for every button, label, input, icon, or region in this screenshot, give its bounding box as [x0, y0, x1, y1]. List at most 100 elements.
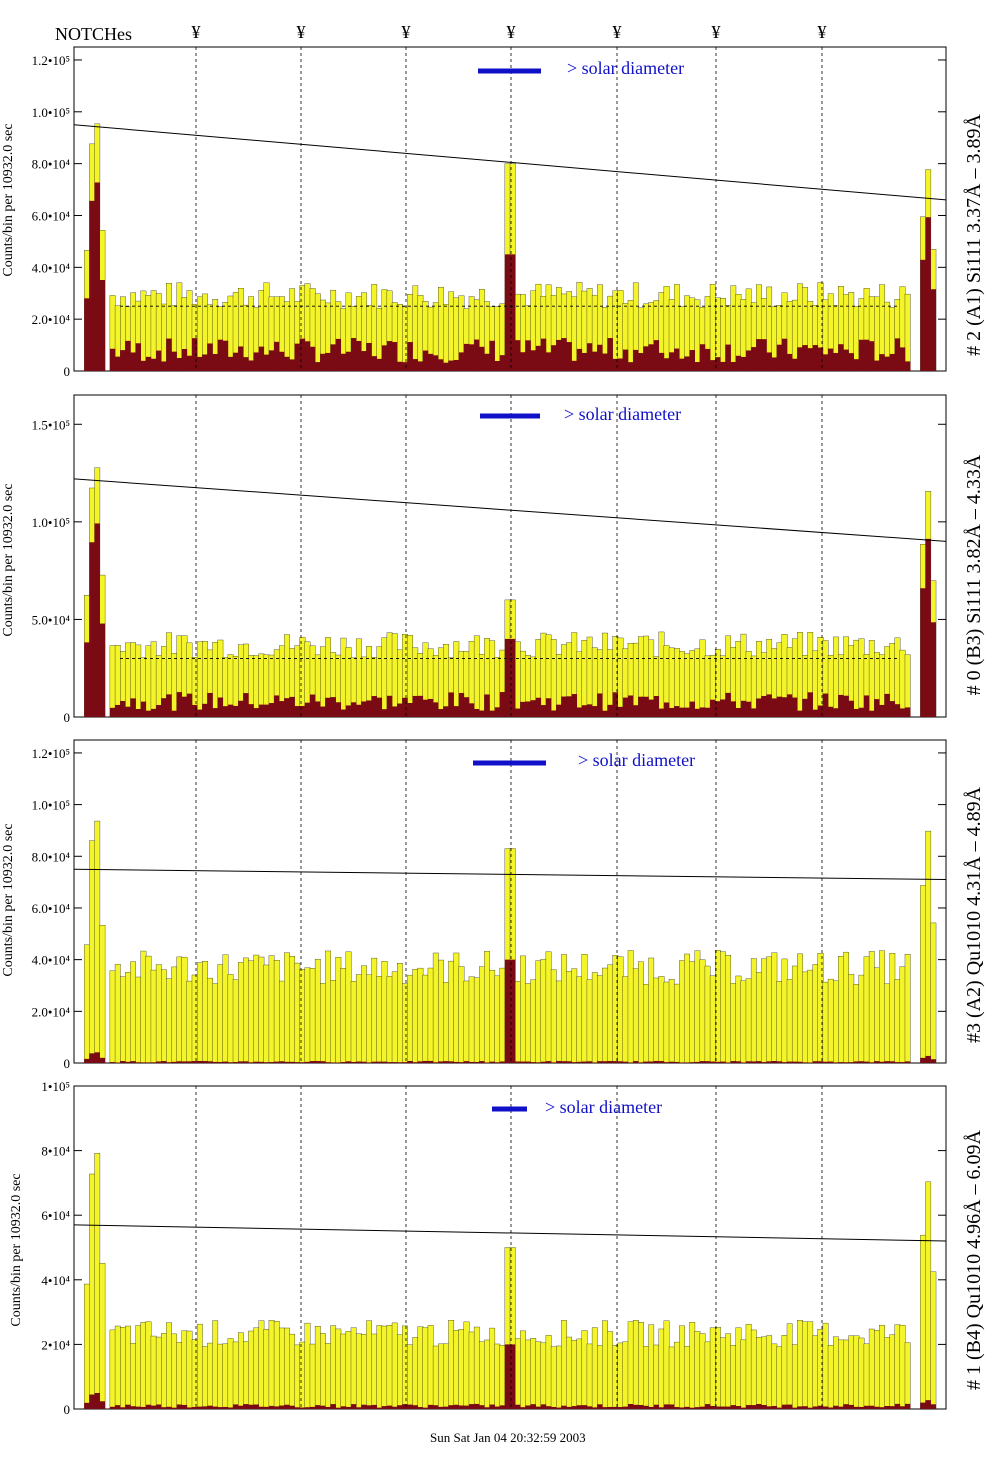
- bar-total: [643, 1346, 649, 1410]
- bar-subset: [689, 1062, 695, 1063]
- bar-total: [125, 642, 131, 718]
- bar-subset: [289, 359, 295, 371]
- bar-total: [345, 951, 352, 1064]
- bar-subset: [586, 1061, 593, 1063]
- bar-subset: [484, 1407, 490, 1409]
- bar-total: [930, 1271, 937, 1410]
- bar-total: [833, 1336, 839, 1410]
- bar-subset: [535, 697, 542, 717]
- bar-subset: [392, 1062, 398, 1063]
- bar-subset: [884, 356, 890, 371]
- y-axis-label: Counts/bin per 10932.0 sec: [9, 1173, 24, 1326]
- bar-total: [694, 648, 701, 718]
- bar-subset: [145, 356, 152, 371]
- bar-total: [140, 950, 147, 1064]
- bar-subset: [504, 638, 511, 717]
- bar-total: [802, 1321, 808, 1410]
- bar-subset: [217, 339, 224, 371]
- bar-total: [202, 1346, 208, 1410]
- bar-subset: [894, 1403, 901, 1409]
- bar-subset: [294, 706, 300, 717]
- bar-total: [458, 1329, 465, 1410]
- bar-subset: [371, 1404, 377, 1409]
- notch-marker: ¥: [712, 22, 721, 42]
- bar-subset: [263, 354, 270, 371]
- bar-subset: [443, 1406, 449, 1409]
- bar-subset: [227, 704, 234, 717]
- bar-subset: [345, 1061, 352, 1063]
- bar-subset: [289, 1061, 295, 1063]
- bar-total: [561, 1320, 567, 1410]
- bar-total: [848, 1335, 855, 1410]
- series-total: [84, 820, 937, 1064]
- bar-subset: [84, 298, 90, 371]
- bar-total: [545, 1335, 552, 1410]
- bar-subset: [833, 708, 839, 717]
- bar-subset: [720, 361, 726, 371]
- bar-total: [166, 978, 172, 1064]
- notch-marker: ¥: [192, 22, 201, 42]
- bar-subset: [433, 1062, 439, 1063]
- bar-subset: [576, 707, 583, 717]
- bar-subset: [99, 1401, 106, 1409]
- bar-subset: [109, 348, 116, 371]
- bar-total: [586, 979, 593, 1064]
- bar-subset: [756, 698, 762, 717]
- bar-subset: [781, 1062, 788, 1063]
- bar-total: [684, 1345, 690, 1410]
- bar-total: [130, 961, 137, 1064]
- bar-subset: [407, 342, 413, 371]
- y-tick-label: 8.0•10⁴: [32, 849, 71, 864]
- bar-subset: [617, 1407, 624, 1409]
- bar-subset: [468, 703, 475, 717]
- bar-total: [294, 962, 301, 1064]
- bar-subset: [350, 1061, 357, 1063]
- bar-subset: [561, 338, 567, 371]
- bar-total: [797, 1320, 803, 1410]
- bar-subset: [858, 1406, 865, 1409]
- bar-total: [484, 1339, 490, 1410]
- bar-total: [735, 641, 742, 718]
- bar-subset: [858, 339, 865, 371]
- bar-subset: [115, 356, 121, 371]
- bar-subset: [540, 1061, 547, 1063]
- bar-total: [735, 1327, 742, 1410]
- bar-subset: [904, 707, 911, 717]
- panel-b4-qu1010: Counts/bin per 10932.0 sec # 1 (B4) Qu10…: [9, 1079, 985, 1417]
- bar-subset: [597, 1404, 603, 1409]
- bar-subset: [304, 702, 311, 717]
- bar-subset: [812, 345, 819, 371]
- bar-subset: [130, 352, 136, 371]
- bar-subset: [325, 1407, 331, 1409]
- bar-subset: [556, 339, 562, 371]
- bar-total: [412, 285, 419, 372]
- bar-total: [920, 885, 926, 1064]
- bar-subset: [725, 1406, 731, 1409]
- bar-subset: [704, 1061, 711, 1063]
- bar-total: [899, 966, 906, 1064]
- bar-subset: [130, 1061, 136, 1063]
- bar-subset: [458, 1062, 465, 1063]
- bar-subset: [84, 642, 90, 717]
- trend-line: [73, 1224, 947, 1242]
- bar-subset: [202, 703, 208, 717]
- bar-subset: [822, 354, 829, 371]
- bar-subset: [294, 1407, 300, 1409]
- bar-subset: [268, 703, 275, 717]
- bar-total: [822, 981, 829, 1064]
- bar-total: [848, 974, 855, 1064]
- bar-subset: [612, 358, 619, 371]
- bar-subset: [663, 702, 670, 717]
- bar-subset: [443, 362, 449, 371]
- notch-marker: ¥: [507, 22, 516, 42]
- bar-subset: [161, 361, 167, 371]
- bar-subset: [438, 709, 444, 717]
- bar-total: [355, 974, 362, 1064]
- y-tick-label: 2.0•10⁴: [32, 1004, 71, 1019]
- bar-total: [397, 1334, 403, 1410]
- bar-subset: [730, 1405, 736, 1409]
- bar-subset: [761, 695, 767, 717]
- bar-total: [304, 967, 311, 1064]
- bar-total: [684, 653, 690, 718]
- bar-subset: [412, 1062, 418, 1063]
